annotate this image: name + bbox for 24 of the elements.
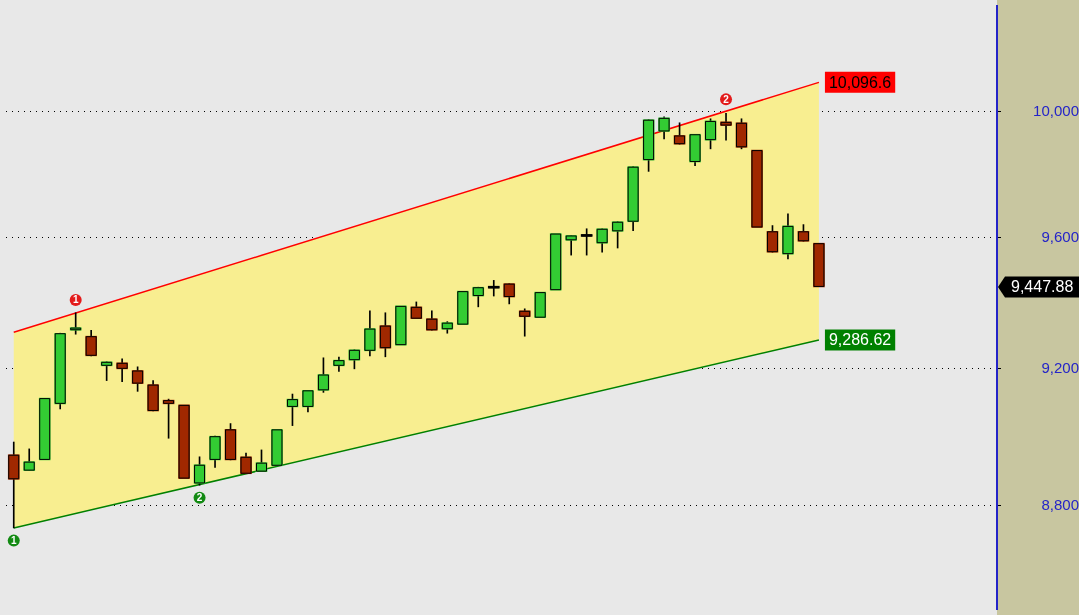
candlestick: [487, 280, 500, 297]
text: 9,447.88: [1011, 278, 1074, 296]
y-tick-label: 8,800: [1041, 495, 1079, 513]
candlestick: [69, 312, 82, 335]
annotation: 1: [72, 294, 79, 306]
candlestick: [178, 404, 190, 479]
annotation: 1: [10, 534, 17, 546]
data-label: 9,286.62: [828, 331, 892, 349]
candlestick: [751, 149, 763, 228]
y-tick-label: 10,000: [1033, 102, 1079, 120]
annotation: 2: [723, 93, 730, 105]
candlestick: [271, 429, 283, 467]
data-label: 10,096.6: [828, 73, 892, 91]
candlestick: [534, 291, 547, 319]
candlestick: [813, 242, 825, 288]
candlestick: [456, 290, 469, 325]
candlestick: [720, 112, 732, 141]
candlestick: [395, 305, 407, 346]
candlestick: [549, 233, 562, 291]
candlestick: [518, 308, 531, 337]
y-tick-label: 9,200: [1041, 358, 1079, 376]
y-tick-label: 9,600: [1041, 227, 1079, 245]
annotation: 2: [196, 491, 203, 503]
candlestick: [38, 397, 51, 461]
